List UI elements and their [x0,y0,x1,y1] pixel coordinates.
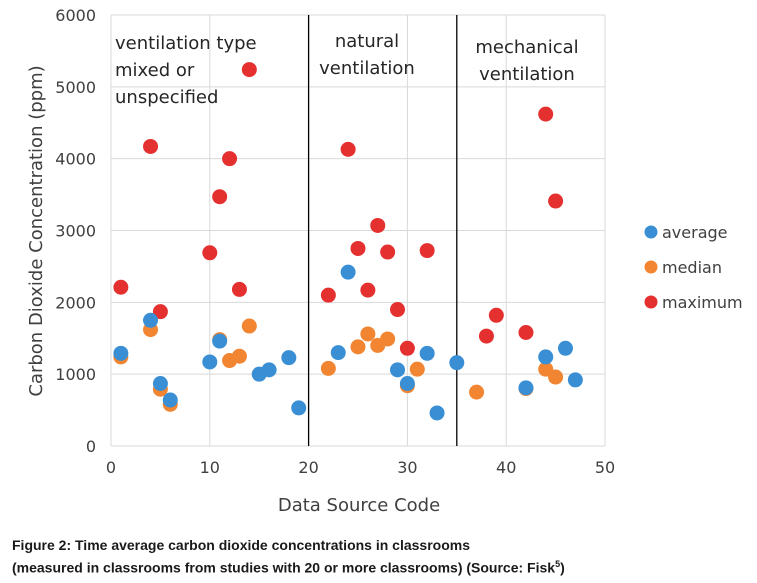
y-tick-label: 1000 [55,365,96,384]
maximum-point [231,281,247,297]
legend-label-median: median [662,258,722,277]
average-point [518,380,534,396]
average-point [538,349,554,365]
average-point [330,345,346,361]
x-tick-label: 40 [496,458,516,477]
median-point [231,348,247,364]
maximum-point [548,193,564,209]
maximum-point [419,243,435,259]
ventilation-dividers [307,15,458,446]
legend-label-maximum: maximum [662,293,743,312]
annotation-line: unspecified [115,87,218,108]
caption-line-2-end: ) [560,559,565,576]
x-tick-label: 50 [595,458,615,477]
median-point [320,360,336,376]
maximum-point [143,138,159,154]
average-point [291,400,307,416]
maximum-point [113,279,129,295]
data-points [113,62,583,421]
median-point [360,326,376,342]
median-point [241,318,257,334]
maximum-point [390,302,406,318]
maximum-point [370,217,386,233]
maximum-point [380,244,396,260]
average-point [113,345,129,361]
caption-line-2: (measured in classrooms from studies wit… [12,555,752,578]
annotation-line: mechanical [475,37,578,58]
annotation-line: ventilation [319,58,415,79]
caption-line-2-text: (measured in classrooms from studies wit… [12,559,556,576]
average-point [449,355,465,371]
average-point [419,345,435,361]
y-axis-title: Carbon Dioxide Concentration (ppm) [26,65,47,396]
annotation-line: natural [335,31,399,52]
annotation-line: ventilation type [115,33,257,54]
legend-marker-maximum [644,295,658,309]
y-tick-label: 6000 [55,6,96,25]
y-tick-labels: 0 1000 2000 3000 4000 5000 6000 [55,6,96,456]
x-tick-labels: 0 10 20 30 40 50 [106,458,615,477]
y-tick-label: 4000 [55,150,96,169]
legend-marker-median [644,260,658,274]
maximum-point [152,304,168,320]
x-tick-label: 10 [200,458,220,477]
average-point [261,362,277,378]
average-point [281,350,297,366]
x-axis-title: Data Source Code [278,495,440,516]
average-point [143,312,159,328]
scatter-chart: 0 1000 2000 3000 4000 5000 6000 0 10 20 30 40 50 Da… [26,6,743,516]
maximum-point [360,282,376,298]
average-point [557,340,573,356]
y-tick-label: 0 [86,437,96,456]
annotation-line: ventilation [479,64,575,85]
maximum-point [350,240,366,256]
figure-caption: Figure 2: Time average carbon dioxide co… [12,536,752,578]
maximum-point [518,325,534,341]
maximum-point [320,287,336,303]
average-point [567,372,583,388]
legend: average median maximum [644,223,743,312]
average-point [429,405,445,421]
average-point [390,362,406,378]
maximum-point [202,245,218,261]
maximum-point [212,189,228,205]
ventilation-annotations: ventilation type mixed or unspecified natur… [115,31,579,108]
maximum-point [478,328,494,344]
caption-source-ref: 5 [555,559,561,569]
y-tick-label: 5000 [55,78,96,97]
median-point [469,384,485,400]
average-point [152,376,168,392]
maximum-point [399,340,415,356]
median-point [350,339,366,355]
average-point [212,333,228,349]
legend-label-average: average [662,223,728,242]
average-point [340,264,356,280]
maximum-point [340,141,356,157]
maximum-point [222,151,238,167]
annotation-line: mixed or [115,60,195,81]
average-point [399,376,415,392]
maximum-point [241,62,257,78]
y-tick-label: 3000 [55,222,96,241]
caption-line-1: Figure 2: Time average carbon dioxide co… [12,537,470,553]
x-tick-label: 20 [298,458,318,477]
y-tick-label: 2000 [55,293,96,312]
average-point [202,354,218,370]
median-point [380,331,396,347]
average-point [162,392,178,408]
x-tick-label: 0 [106,458,116,477]
legend-marker-average [644,225,658,239]
maximum-point [538,106,554,122]
maximum-point [488,307,504,323]
x-tick-label: 30 [397,458,417,477]
median-point [409,361,425,377]
median-point [548,369,564,385]
